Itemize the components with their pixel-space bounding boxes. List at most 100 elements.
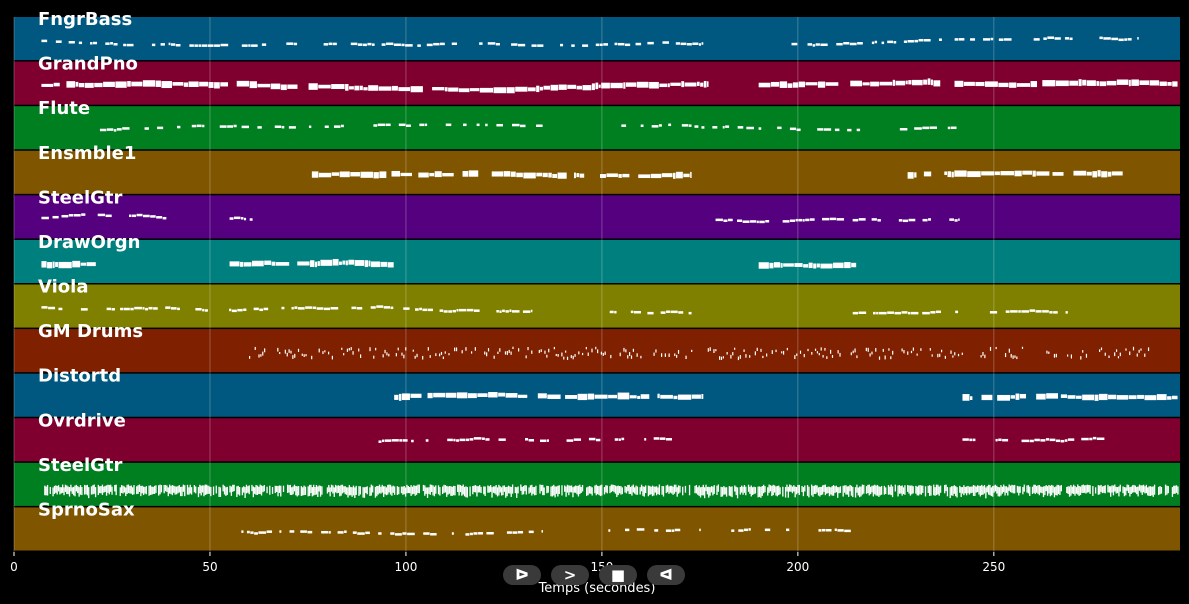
note: [266, 530, 273, 533]
note: [284, 349, 286, 354]
note: [933, 484, 935, 496]
note: [745, 354, 747, 358]
note: [264, 260, 272, 265]
note: [41, 261, 47, 268]
note: [890, 356, 892, 360]
note: [691, 349, 693, 353]
note: [848, 486, 850, 497]
note: [539, 439, 547, 443]
play-backward-icon: ᐊ: [659, 566, 673, 584]
note: [281, 306, 285, 310]
note: [588, 485, 591, 494]
note: [510, 486, 512, 497]
note: [354, 260, 365, 266]
note: [821, 528, 826, 532]
note: [1099, 81, 1107, 87]
note: [844, 262, 851, 269]
note: [257, 83, 271, 88]
note: [103, 486, 105, 493]
note: [836, 42, 843, 46]
note: [160, 485, 163, 493]
note: [850, 485, 853, 496]
note: [381, 484, 383, 493]
stop-button[interactable]: ■: [599, 565, 637, 585]
note: [328, 485, 330, 493]
note: [1141, 485, 1143, 495]
note: [854, 348, 856, 353]
note: [537, 393, 547, 399]
note: [311, 355, 313, 360]
note: [831, 355, 834, 358]
note: [612, 484, 614, 492]
note: [88, 487, 90, 499]
note: [263, 484, 265, 492]
note: [708, 486, 710, 498]
note: [517, 394, 528, 398]
note: [155, 80, 161, 87]
note: [1071, 486, 1073, 494]
note: [635, 485, 637, 495]
note: [467, 393, 477, 399]
note: [422, 355, 424, 360]
note: [1000, 171, 1014, 176]
note: [911, 485, 913, 495]
note: [113, 43, 118, 46]
note: [1043, 37, 1047, 40]
note: [984, 81, 998, 87]
note: [668, 353, 670, 357]
note: [994, 484, 997, 492]
note: [908, 218, 916, 222]
note: [332, 485, 334, 494]
next-button[interactable]: >: [551, 565, 589, 585]
note: [809, 218, 815, 221]
note: [982, 486, 984, 495]
note: [713, 349, 715, 354]
note: [358, 486, 360, 496]
note: [1127, 484, 1130, 494]
note: [1070, 354, 1073, 359]
note: [659, 83, 668, 88]
note: [343, 486, 345, 493]
note: [175, 43, 181, 47]
note: [410, 393, 422, 398]
note: [385, 487, 388, 496]
note: [523, 172, 536, 179]
note: [83, 484, 86, 495]
note: [998, 38, 1004, 41]
note: [1060, 394, 1068, 399]
note: [771, 485, 773, 497]
note: [1164, 484, 1167, 496]
note: [971, 486, 973, 493]
note: [816, 485, 818, 493]
note: [350, 347, 352, 351]
note: [515, 86, 528, 92]
note: [636, 353, 638, 357]
note: [1133, 484, 1135, 493]
note: [857, 42, 863, 45]
note: [417, 484, 419, 493]
note: [803, 264, 809, 268]
note: [935, 484, 938, 496]
note: [488, 392, 498, 398]
x-tick-label: 250: [982, 560, 1005, 574]
note: [849, 42, 857, 46]
note: [621, 437, 625, 441]
note: [791, 486, 794, 494]
note: [1153, 484, 1156, 495]
note: [426, 487, 429, 498]
note: [422, 308, 428, 312]
note: [975, 81, 985, 87]
note: [240, 217, 244, 220]
play-forward-button[interactable]: ᐅ: [503, 565, 541, 585]
track-lane: [14, 507, 1180, 551]
note: [634, 487, 636, 494]
note: [737, 219, 743, 222]
note: [1021, 346, 1024, 349]
note: [101, 484, 104, 495]
note: [158, 485, 160, 496]
note: [447, 486, 449, 495]
note: [847, 128, 852, 132]
note: [608, 529, 611, 532]
play-backward-button[interactable]: ᐊ: [647, 565, 685, 585]
note: [328, 351, 330, 355]
